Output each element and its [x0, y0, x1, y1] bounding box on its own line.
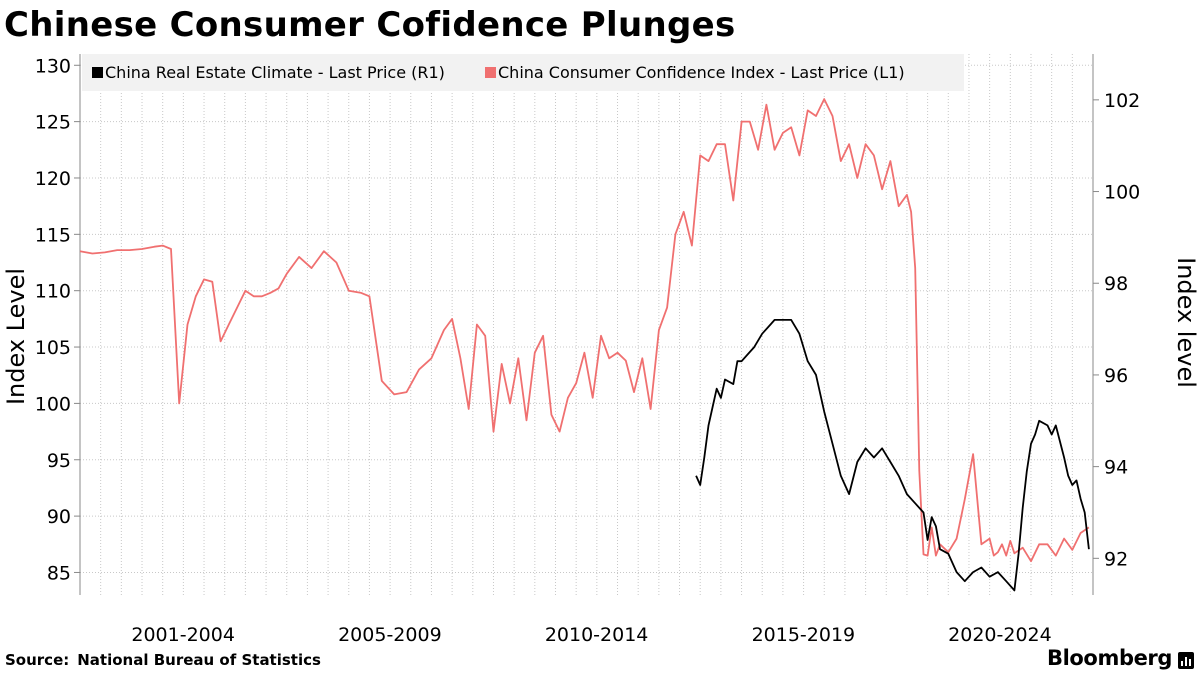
- left-tick-label: 110: [35, 281, 71, 303]
- x-axis-ticks: 2001-2004 2005-2009 2010-2014 2015-2019 2020…: [131, 624, 1051, 646]
- x-tick-label: 2020-2024: [948, 624, 1052, 646]
- legend-label-real-estate: China Real Estate Climate - Last Price (…: [105, 63, 445, 82]
- left-axis-ticks: 85 90 95 100 105 110 115 120 125 130: [35, 55, 80, 584]
- source-value: National Bureau of Statistics: [77, 651, 321, 669]
- series-line-consumer-confidence: [79, 98, 1090, 563]
- series-line-real-estate: [695, 318, 1090, 592]
- x-tick-label: 2005-2009: [338, 624, 442, 646]
- brand-wordmark: Bloomberg: [1047, 646, 1173, 670]
- legend: China Real Estate Climate - Last Price (…: [82, 54, 964, 91]
- right-tick-label: 94: [1104, 457, 1128, 479]
- left-tick-label: 100: [35, 393, 71, 415]
- right-tick-label: 98: [1104, 273, 1128, 295]
- grid: [79, 54, 1094, 595]
- legend-item-real-estate[interactable]: China Real Estate Climate - Last Price (…: [92, 63, 445, 82]
- left-tick-label: 130: [35, 55, 71, 77]
- left-axis-title: Index Level: [2, 268, 30, 405]
- left-tick-label: 115: [35, 224, 71, 246]
- bloomberg-chart-icon: [1178, 652, 1194, 669]
- source-label: Source:: [5, 651, 70, 669]
- right-tick-label: 92: [1104, 548, 1128, 570]
- x-tick-label: 2001-2004: [131, 624, 235, 646]
- legend-swatch-consumer-confidence: [485, 67, 496, 78]
- series-lines: [79, 98, 1090, 592]
- source-note: Source: National Bureau of Statistics: [5, 651, 321, 669]
- right-tick-label: 96: [1104, 365, 1128, 387]
- left-tick-label: 85: [47, 562, 71, 584]
- x-tick-label: 2015-2019: [752, 624, 856, 646]
- left-tick-label: 105: [35, 337, 71, 359]
- left-tick-label: 120: [35, 168, 71, 190]
- left-tick-label: 90: [47, 506, 71, 528]
- x-tick-label: 2010-2014: [545, 624, 649, 646]
- chart-title: Chinese Consumer Cofidence Plunges: [4, 5, 736, 45]
- left-tick-label: 125: [35, 112, 71, 134]
- legend-item-consumer-confidence[interactable]: China Consumer Confidence Index - Last P…: [485, 63, 905, 82]
- right-axis-title: Index level: [1172, 257, 1200, 388]
- legend-label-consumer-confidence: China Consumer Confidence Index - Last P…: [498, 63, 905, 82]
- right-axis-ticks: 92 94 96 98 100 102: [1093, 90, 1140, 570]
- axes: [79, 54, 1094, 595]
- right-tick-label: 102: [1104, 90, 1140, 112]
- left-tick-label: 95: [47, 450, 71, 472]
- right-tick-label: 100: [1104, 182, 1140, 204]
- legend-swatch-real-estate: [92, 67, 103, 78]
